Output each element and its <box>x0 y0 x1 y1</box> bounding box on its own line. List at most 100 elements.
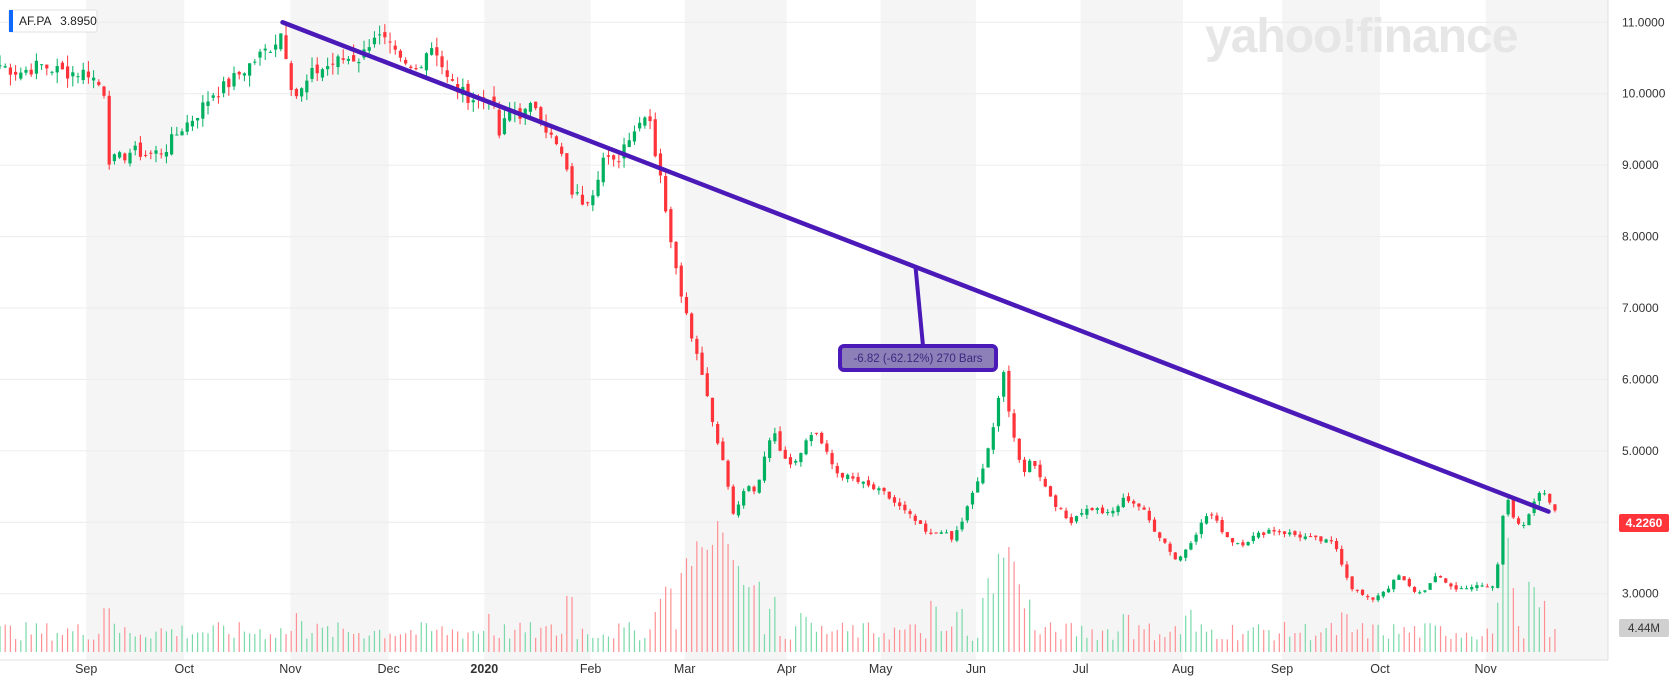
candle[interactable] <box>747 485 751 493</box>
candle[interactable] <box>960 517 964 532</box>
candle[interactable] <box>591 190 595 212</box>
candle[interactable] <box>1334 538 1339 552</box>
candle[interactable] <box>1132 499 1136 508</box>
candle[interactable] <box>1381 590 1385 599</box>
candle[interactable] <box>658 148 663 184</box>
candle[interactable] <box>133 141 137 156</box>
candle[interactable] <box>378 25 382 45</box>
candle[interactable] <box>1100 504 1105 515</box>
candle[interactable] <box>892 495 897 507</box>
candle[interactable] <box>404 57 408 66</box>
candle[interactable] <box>97 79 101 87</box>
candle[interactable] <box>570 162 574 199</box>
candle[interactable] <box>1272 526 1276 536</box>
candle[interactable] <box>159 148 163 159</box>
candle[interactable] <box>1152 517 1157 532</box>
candle[interactable] <box>1184 548 1188 562</box>
candle[interactable] <box>102 85 106 99</box>
candle[interactable] <box>809 432 813 447</box>
candle[interactable] <box>222 76 226 98</box>
candle[interactable] <box>284 24 288 60</box>
candle[interactable] <box>237 70 241 80</box>
candle[interactable] <box>1282 531 1287 538</box>
candle[interactable] <box>1397 573 1401 580</box>
candle[interactable] <box>190 115 195 131</box>
candle[interactable] <box>1454 582 1458 592</box>
candle[interactable] <box>1371 597 1375 603</box>
candle[interactable] <box>1423 590 1427 593</box>
candle[interactable] <box>996 395 1001 432</box>
candle[interactable] <box>820 431 824 445</box>
candle[interactable] <box>1007 365 1011 418</box>
candle[interactable] <box>450 73 455 82</box>
candle[interactable] <box>289 60 293 97</box>
candle[interactable] <box>388 32 392 54</box>
candle[interactable] <box>1438 575 1443 578</box>
candle[interactable] <box>1142 505 1146 510</box>
candle[interactable] <box>627 132 631 148</box>
candle[interactable] <box>1511 497 1515 520</box>
candle[interactable] <box>71 66 75 87</box>
candle[interactable] <box>149 150 153 160</box>
candle[interactable] <box>1553 504 1557 513</box>
candle[interactable] <box>1360 589 1365 596</box>
candle[interactable] <box>1080 508 1084 517</box>
candle[interactable] <box>877 486 881 495</box>
candle[interactable] <box>86 61 91 84</box>
candle[interactable] <box>1496 562 1500 589</box>
candle[interactable] <box>684 292 689 316</box>
candle[interactable] <box>1340 545 1344 567</box>
candle[interactable] <box>554 135 559 146</box>
candle[interactable] <box>1126 492 1131 504</box>
candle[interactable] <box>65 55 70 88</box>
candle[interactable] <box>716 421 720 445</box>
candle[interactable] <box>1480 582 1484 588</box>
candle[interactable] <box>1194 532 1198 545</box>
candle[interactable] <box>861 481 865 489</box>
candle[interactable] <box>310 57 314 83</box>
candle[interactable] <box>586 201 590 207</box>
candle[interactable] <box>653 112 657 158</box>
candle[interactable] <box>1064 507 1068 520</box>
candle[interactable] <box>768 437 772 463</box>
candle[interactable] <box>638 116 642 132</box>
candle[interactable] <box>253 58 257 65</box>
candle[interactable] <box>929 528 933 535</box>
candle[interactable] <box>736 501 741 518</box>
candle[interactable] <box>1298 531 1302 542</box>
candle[interactable] <box>534 101 538 111</box>
candle[interactable] <box>1314 535 1318 541</box>
candle[interactable] <box>19 67 23 81</box>
candle[interactable] <box>279 33 283 52</box>
candle[interactable] <box>1158 531 1162 542</box>
candle[interactable] <box>1199 519 1203 539</box>
candle[interactable] <box>1090 507 1094 512</box>
candle[interactable] <box>1054 494 1058 512</box>
candle[interactable] <box>1074 515 1079 524</box>
candle[interactable] <box>700 346 704 376</box>
candle[interactable] <box>1038 460 1042 482</box>
candle[interactable] <box>898 498 902 510</box>
candle[interactable] <box>632 125 637 145</box>
candle[interactable] <box>1329 536 1333 544</box>
candle[interactable] <box>788 453 793 469</box>
candle[interactable] <box>1251 532 1255 544</box>
candle[interactable] <box>1147 507 1151 523</box>
candle[interactable] <box>3 63 7 69</box>
candle[interactable] <box>1288 529 1292 537</box>
candle[interactable] <box>144 150 148 158</box>
candle[interactable] <box>435 37 439 67</box>
candle[interactable] <box>45 64 49 76</box>
candle[interactable] <box>1548 493 1552 505</box>
candle[interactable] <box>721 437 725 461</box>
candle[interactable] <box>804 438 808 456</box>
candle[interactable] <box>300 87 304 102</box>
candle[interactable] <box>1048 485 1053 497</box>
candle[interactable] <box>1501 514 1505 566</box>
candle[interactable] <box>1178 555 1183 562</box>
candle[interactable] <box>1537 491 1541 506</box>
candle[interactable] <box>76 72 80 84</box>
candle[interactable] <box>1324 538 1328 544</box>
candle[interactable] <box>825 439 829 455</box>
candle[interactable] <box>939 530 943 534</box>
